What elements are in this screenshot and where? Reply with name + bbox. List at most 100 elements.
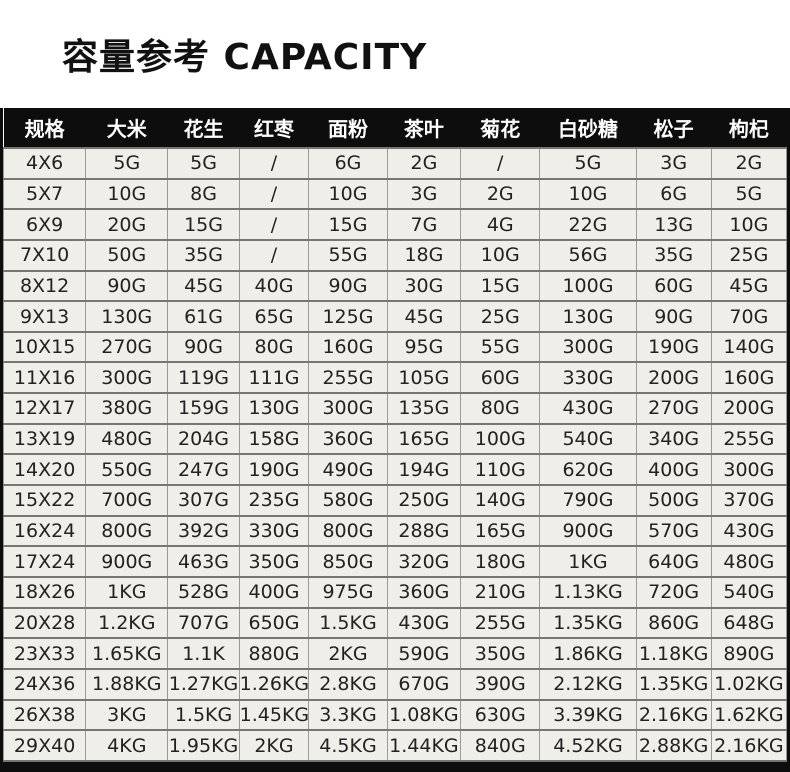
table-row: 13X19 480G 204G 158G 360G 165G 100G 540G 340G 255… — [2, 422, 788, 456]
value-cell: 300G — [85, 361, 169, 395]
value-cell: 135G — [386, 392, 462, 425]
value-cell: 204G — [167, 422, 240, 456]
value-cell: 430G — [539, 392, 637, 425]
value-cell: 10G — [539, 177, 637, 211]
spec-cell: 15X22 — [2, 484, 87, 517]
value-cell: 255G — [460, 606, 541, 640]
value-cell: 480G — [710, 545, 788, 578]
value-cell: 4.52KG — [539, 729, 637, 762]
spec-cell: 8X12 — [2, 269, 87, 303]
value-cell: 235G — [238, 484, 310, 517]
value-cell: 20G — [85, 208, 169, 241]
value-cell: 50G — [85, 238, 169, 272]
value-cell: 790G — [539, 484, 637, 517]
spec-cell: 10X15 — [2, 330, 87, 364]
spec-cell: 17X24 — [2, 545, 87, 578]
value-cell: 900G — [539, 514, 637, 548]
value-cell: 300G — [308, 392, 388, 425]
value-cell: 392G — [167, 514, 240, 548]
value-cell: 200G — [710, 392, 788, 425]
value-cell: 190G — [238, 453, 310, 487]
value-cell: 430G — [710, 514, 788, 548]
value-cell: 463G — [167, 545, 240, 578]
value-cell: 25G — [460, 300, 541, 333]
value-cell: 105G — [386, 361, 462, 395]
value-cell: 6G — [308, 147, 388, 180]
value-cell: 90G — [85, 269, 169, 303]
value-cell: 360G — [308, 422, 388, 456]
value-cell: 540G — [539, 422, 637, 456]
value-cell: 3KG — [85, 698, 169, 732]
spec-cell: 4X6 — [2, 147, 87, 180]
table-row: 10X15 270G 90G 80G 160G 95G 55G 300G 190G 140G — [2, 330, 788, 364]
page-title: 容量参考 CAPACITY — [62, 37, 428, 78]
value-cell: 2G — [386, 147, 462, 180]
value-cell: 18G — [386, 238, 462, 272]
value-cell: 640G — [635, 545, 712, 578]
value-cell: 720G — [635, 575, 712, 609]
value-cell: 2KG — [308, 637, 388, 670]
value-cell: 2KG — [238, 729, 310, 762]
value-cell: 350G — [238, 545, 310, 578]
value-cell: 630G — [460, 698, 541, 732]
value-cell: 194G — [386, 453, 462, 487]
table-row: 5X7 10G 8G/10G 3G 2G 10G 6G 5G — [2, 177, 788, 211]
value-cell: 360G — [386, 575, 462, 609]
value-cell: 650G — [238, 606, 310, 640]
table-body: 4X6 5G 5G/6G 2G/5G 3G 2G 5X7 10G 8G/10G 3G 2G 10G 6G… — [2, 147, 788, 762]
value-cell: 340G — [635, 422, 712, 456]
value-cell: 4.5KG — [308, 729, 388, 762]
value-cell: / — [460, 147, 541, 180]
value-cell: 700G — [85, 484, 169, 517]
spec-cell: 18X26 — [2, 575, 87, 609]
value-cell: / — [238, 147, 310, 180]
header-cell-7: 白砂糖 — [539, 108, 637, 148]
table-row: 6X9 20G 15G/15G 7G 4G 22G 13G 10G — [2, 208, 788, 241]
value-cell: 490G — [308, 453, 388, 487]
value-cell: 45G — [167, 269, 240, 303]
value-cell: 200G — [635, 361, 712, 395]
header-cell-2: 花生 — [167, 108, 240, 148]
value-cell: 110G — [460, 453, 541, 487]
value-cell: 56G — [539, 238, 637, 272]
value-cell: 130G — [85, 300, 169, 333]
value-cell: 5G — [539, 147, 637, 180]
value-cell: 3.3KG — [308, 698, 388, 732]
value-cell: 130G — [539, 300, 637, 333]
value-cell: 10G — [85, 177, 169, 211]
value-cell: 320G — [386, 545, 462, 578]
value-cell: 4G — [460, 208, 541, 241]
value-cell: 160G — [308, 330, 388, 364]
value-cell: 140G — [460, 484, 541, 517]
value-cell: / — [238, 177, 310, 211]
value-cell: 850G — [308, 545, 388, 578]
value-cell: 90G — [635, 300, 712, 333]
value-cell: 330G — [539, 361, 637, 395]
value-cell: 570G — [635, 514, 712, 548]
value-cell: 111G — [238, 361, 310, 395]
value-cell: / — [238, 208, 310, 241]
value-cell: 250G — [386, 484, 462, 517]
table-row: 24X36 1.88KG 1.27KG 1.26KG 2.8KG 670G 390G 2.12… — [2, 667, 788, 701]
header-cell-1: 大米 — [85, 108, 168, 148]
value-cell: 330G — [238, 514, 310, 548]
title-bar: 容量参考 CAPACITY — [0, 0, 790, 108]
value-cell: 307G — [167, 484, 240, 517]
value-cell: 2.16KG — [710, 729, 788, 762]
spec-cell: 20X28 — [2, 606, 87, 640]
value-cell: 13G — [635, 208, 712, 241]
value-cell: 158G — [238, 422, 310, 456]
spec-cell: 11X16 — [2, 361, 87, 395]
header-cell-4: 面粉 — [308, 108, 388, 148]
spec-cell: 26X38 — [2, 698, 87, 732]
value-cell: 61G — [167, 300, 240, 333]
spec-cell: 5X7 — [2, 177, 87, 211]
value-cell: 70G — [710, 300, 788, 333]
value-cell: 2G — [460, 177, 541, 211]
value-cell: 65G — [238, 300, 310, 333]
value-cell: 15G — [308, 208, 388, 241]
value-cell: 400G — [238, 575, 310, 609]
value-cell: 890G — [710, 637, 788, 670]
value-cell: 3G — [386, 177, 462, 211]
value-cell: 390G — [460, 667, 541, 701]
